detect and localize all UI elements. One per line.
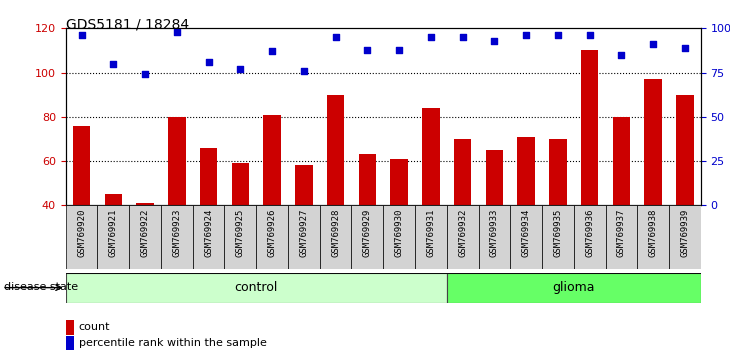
Bar — [574, 205, 606, 269]
Bar — [327, 95, 345, 205]
Bar — [518, 137, 535, 205]
Bar — [256, 205, 288, 269]
Bar — [485, 150, 503, 205]
Point — [76, 33, 88, 38]
Bar — [104, 194, 122, 205]
Text: GSM769936: GSM769936 — [585, 209, 594, 257]
Bar — [422, 108, 439, 205]
Text: GDS5181 / 18284: GDS5181 / 18284 — [66, 18, 189, 32]
Point — [234, 66, 246, 72]
Text: GSM769925: GSM769925 — [236, 209, 245, 257]
Bar — [295, 166, 312, 205]
Point — [139, 72, 151, 77]
Point — [330, 34, 342, 40]
Point — [298, 68, 310, 74]
Bar — [542, 205, 574, 269]
Text: control: control — [234, 281, 278, 294]
Point — [552, 33, 564, 38]
Text: disease state: disease state — [4, 282, 78, 292]
Text: GSM769923: GSM769923 — [172, 209, 181, 257]
Bar — [200, 148, 218, 205]
Point — [361, 47, 373, 52]
Point — [425, 34, 437, 40]
Text: GSM769939: GSM769939 — [680, 209, 689, 257]
Bar — [66, 205, 98, 269]
Point — [266, 48, 278, 54]
Point — [679, 45, 691, 51]
Text: GSM769937: GSM769937 — [617, 209, 626, 257]
Bar — [415, 205, 447, 269]
Text: GSM769934: GSM769934 — [522, 209, 531, 257]
Point — [615, 52, 627, 58]
Text: count: count — [79, 322, 110, 332]
Bar — [98, 205, 129, 269]
Point — [457, 34, 469, 40]
Bar — [161, 205, 193, 269]
Bar — [288, 205, 320, 269]
Bar — [193, 205, 224, 269]
Text: GSM769932: GSM769932 — [458, 209, 467, 257]
Bar — [320, 205, 351, 269]
Text: percentile rank within the sample: percentile rank within the sample — [79, 338, 266, 348]
Text: GSM769920: GSM769920 — [77, 209, 86, 257]
Bar — [383, 205, 415, 269]
Bar — [669, 205, 701, 269]
Point — [203, 59, 215, 65]
Bar — [478, 205, 510, 269]
Text: GSM769935: GSM769935 — [553, 209, 562, 257]
Bar — [137, 203, 154, 205]
Bar — [391, 159, 408, 205]
Bar — [645, 79, 662, 205]
Bar — [447, 205, 478, 269]
Point — [107, 61, 119, 67]
Point — [171, 29, 182, 35]
Bar — [606, 205, 637, 269]
Text: GSM769927: GSM769927 — [299, 209, 308, 257]
Point — [648, 41, 659, 47]
Text: GSM769930: GSM769930 — [395, 209, 404, 257]
Point — [488, 38, 500, 44]
Bar — [510, 205, 542, 269]
Text: GSM769929: GSM769929 — [363, 209, 372, 257]
Text: GSM769928: GSM769928 — [331, 209, 340, 257]
Point — [584, 33, 596, 38]
Point — [520, 33, 532, 38]
Text: GSM769921: GSM769921 — [109, 209, 118, 257]
Bar — [358, 154, 376, 205]
Point — [393, 47, 405, 52]
Bar — [676, 95, 694, 205]
Text: GSM769938: GSM769938 — [649, 209, 658, 257]
Bar — [66, 273, 447, 303]
Bar — [637, 205, 669, 269]
Bar — [581, 51, 599, 205]
Bar — [224, 205, 256, 269]
Bar — [549, 139, 566, 205]
Bar — [73, 126, 91, 205]
Text: GSM769933: GSM769933 — [490, 209, 499, 257]
Bar — [351, 205, 383, 269]
Text: GSM769924: GSM769924 — [204, 209, 213, 257]
Bar — [264, 115, 281, 205]
Bar — [168, 117, 185, 205]
Bar — [129, 205, 161, 269]
Bar — [447, 273, 701, 303]
Bar — [612, 117, 630, 205]
Text: glioma: glioma — [553, 281, 595, 294]
Text: GSM769931: GSM769931 — [426, 209, 435, 257]
Text: GSM769922: GSM769922 — [141, 209, 150, 257]
Bar — [454, 139, 472, 205]
Bar — [231, 163, 249, 205]
Text: GSM769926: GSM769926 — [268, 209, 277, 257]
